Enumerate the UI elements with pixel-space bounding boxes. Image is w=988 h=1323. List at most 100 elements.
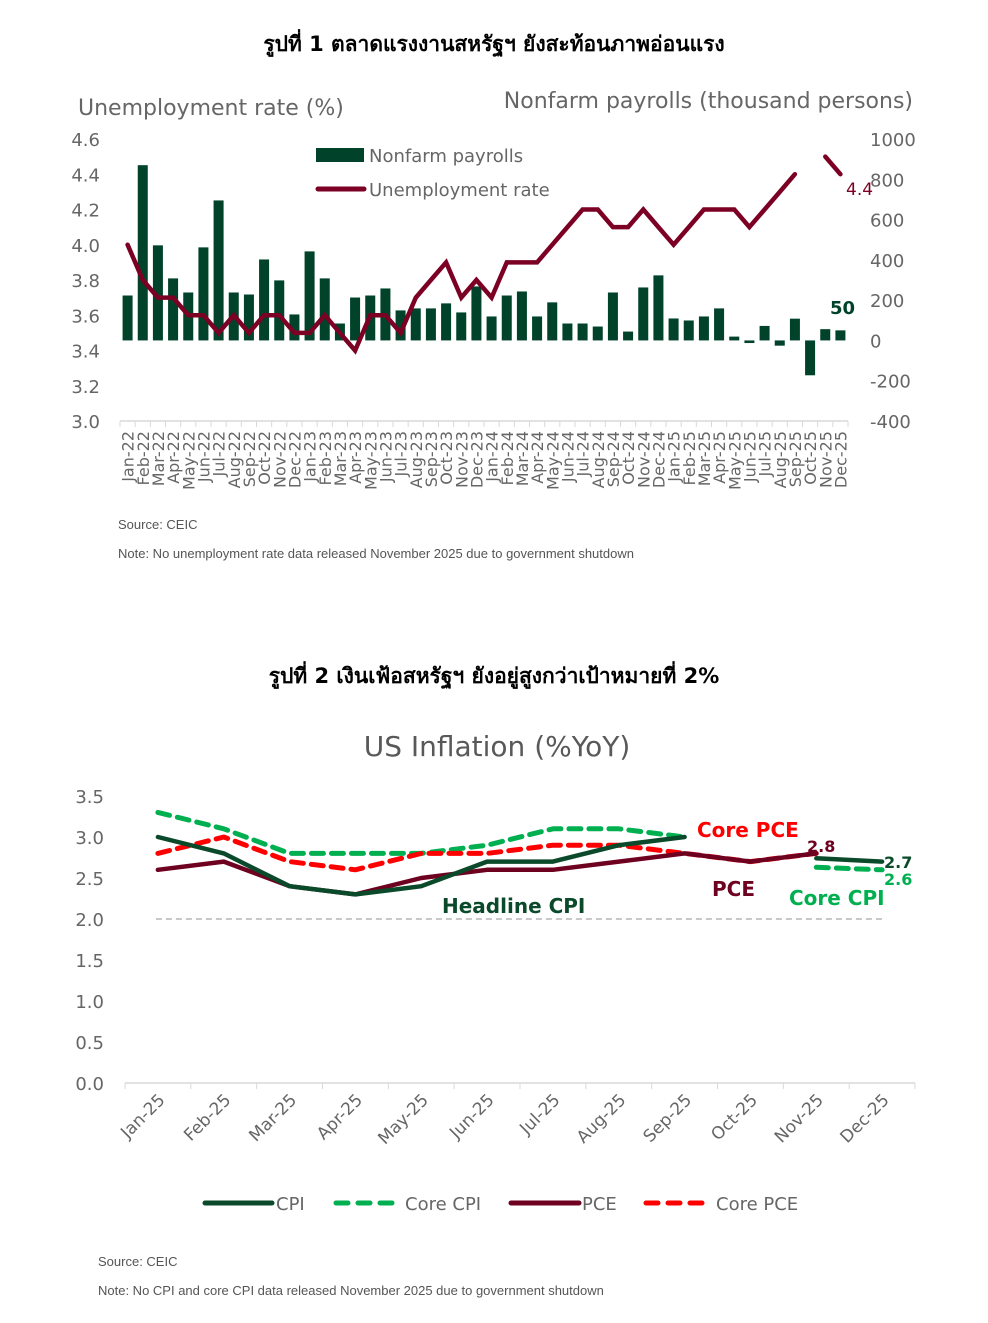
payrolls-bar xyxy=(562,323,573,341)
payrolls-bar xyxy=(425,308,436,341)
data-label-cpi-dec25: 2.7 xyxy=(884,853,912,872)
figure2-title: รูปที่ 2 เงินเฟ้อสหรัฐฯ ยังอยู่สูงกว่าเป… xyxy=(268,664,720,688)
x-axis-label: Dec-25 xyxy=(831,431,850,488)
payrolls-bar xyxy=(243,294,254,341)
x-axis-label: Mar-24 xyxy=(513,431,532,486)
payrolls-bar xyxy=(547,302,558,341)
x-axis-label: Feb-24 xyxy=(498,431,517,485)
payrolls-bar xyxy=(395,310,406,341)
payrolls-bar xyxy=(168,278,179,341)
legend-label-core-cpi: Core CPI xyxy=(405,1194,481,1215)
y-axis-tick: 3.0 xyxy=(75,828,104,849)
payrolls-bar xyxy=(198,247,209,341)
x-axis-label: Feb-25 xyxy=(180,1090,235,1145)
x-axis-label: Jan-25 xyxy=(665,431,684,483)
payrolls-bar xyxy=(744,340,755,344)
x-axis-label: Mar-25 xyxy=(245,1090,301,1146)
figure1-source: Source: CEIC xyxy=(118,517,198,532)
right-axis-tick: -200 xyxy=(870,372,911,393)
x-axis-label: Dec-22 xyxy=(285,431,304,488)
x-axis-label: Jan-23 xyxy=(301,431,320,483)
x-axis-label: Jul-22 xyxy=(210,431,229,477)
x-axis-label: Aug-23 xyxy=(407,431,426,488)
chart2-legend: CPI Core CPI PCE Core PCE xyxy=(202,1194,798,1215)
payrolls-bar xyxy=(304,251,315,341)
left-axis-tick: 4.0 xyxy=(71,236,100,257)
payrolls-bar xyxy=(623,331,634,341)
x-axis-label: May-23 xyxy=(361,431,380,490)
left-axis-tick: 4.4 xyxy=(71,165,100,186)
unemployment-rate-line xyxy=(125,171,798,355)
x-axis-label: Jul-25 xyxy=(756,431,775,477)
payrolls-bar xyxy=(152,245,163,341)
x-axis-label: Dec-25 xyxy=(837,1090,894,1147)
payrolls-bar xyxy=(456,312,467,341)
x-axis-label: Dec-23 xyxy=(467,431,486,488)
pce-line xyxy=(155,851,819,897)
payrolls-bar xyxy=(698,316,709,341)
figure2-source: Source: CEIC xyxy=(98,1254,178,1269)
payrolls-bar xyxy=(577,323,588,341)
payrolls-bar xyxy=(137,165,148,341)
right-axis-tick: 800 xyxy=(870,170,904,191)
payrolls-bar xyxy=(213,200,224,341)
x-axis-label: Jan-25 xyxy=(116,1090,169,1143)
annotation-payrolls-dec25: 50 xyxy=(830,298,855,319)
x-axis-label: Mar-25 xyxy=(695,431,714,486)
payrolls-bar xyxy=(259,259,270,341)
payrolls-bar xyxy=(319,278,330,341)
x-axis-label: Jul-23 xyxy=(392,431,411,477)
payrolls-bar xyxy=(516,291,527,341)
x-axis-label: May-24 xyxy=(543,431,562,490)
x-axis-label: Feb-22 xyxy=(134,431,153,485)
core-cpi-line xyxy=(813,864,885,873)
x-axis-label: Feb-23 xyxy=(316,431,335,485)
payrolls-bar xyxy=(289,314,300,341)
x-axis-label: Apr-25 xyxy=(313,1090,367,1144)
x-axis-label: Jun-22 xyxy=(194,431,213,483)
legend-label-pce: PCE xyxy=(582,1194,617,1215)
right-axis-tick: -400 xyxy=(870,412,911,433)
x-axis-label: Mar-23 xyxy=(331,431,350,486)
x-axis-label: Oct-22 xyxy=(255,431,274,485)
payrolls-bar xyxy=(683,320,694,341)
x-axis-label: Jan-24 xyxy=(483,431,502,483)
payrolls-bar xyxy=(774,340,785,346)
x-axis-label: May-22 xyxy=(179,431,198,490)
y-axis-tick: 0.5 xyxy=(75,1033,104,1054)
right-axis-tick: 400 xyxy=(870,251,904,272)
y-axis-tick: 2.5 xyxy=(75,869,104,890)
left-axis-tick: 4.2 xyxy=(71,201,100,222)
payrolls-bar xyxy=(820,329,831,341)
cpi-line xyxy=(155,834,687,897)
x-axis-label: Sep-23 xyxy=(422,431,441,487)
left-axis-tick: 3.4 xyxy=(71,342,100,363)
payrolls-bar xyxy=(471,286,482,341)
x-axis-label: Jun-23 xyxy=(376,431,395,483)
x-axis-label: Oct-25 xyxy=(707,1090,762,1145)
x-axis-label: Jun-25 xyxy=(445,1090,498,1143)
y-axis-tick: 3.5 xyxy=(75,787,104,808)
legend-swatch-payrolls xyxy=(316,148,364,162)
payrolls-bar xyxy=(441,303,452,341)
figure1-note: Note: No unemployment rate data released… xyxy=(118,546,634,561)
payrolls-bar xyxy=(122,295,133,341)
payrolls-bar xyxy=(486,316,497,341)
x-axis-label: Oct-24 xyxy=(619,431,638,485)
right-axis-tick: 200 xyxy=(870,291,904,312)
x-axis-label: Jun-24 xyxy=(558,431,577,483)
legend-label-payrolls: Nonfarm payrolls xyxy=(369,146,523,167)
right-axis-tick: 0 xyxy=(870,331,881,352)
payrolls-bar xyxy=(592,326,603,341)
right-axis-title: Nonfarm payrolls (thousand persons) xyxy=(504,89,913,114)
right-axis-tick: 600 xyxy=(870,211,904,232)
data-label-pce-nov25: 2.8 xyxy=(807,837,835,856)
payrolls-bar xyxy=(410,308,421,341)
x-axis-label: Nov-22 xyxy=(270,431,289,488)
cpi-line xyxy=(814,856,885,864)
x-axis-label: Nov-23 xyxy=(452,431,471,488)
payrolls-bar xyxy=(835,330,846,341)
x-axis-label: May-25 xyxy=(374,1090,432,1148)
label-core-pce: Core PCE xyxy=(697,818,799,842)
left-axis-tick: 3.2 xyxy=(71,377,100,398)
